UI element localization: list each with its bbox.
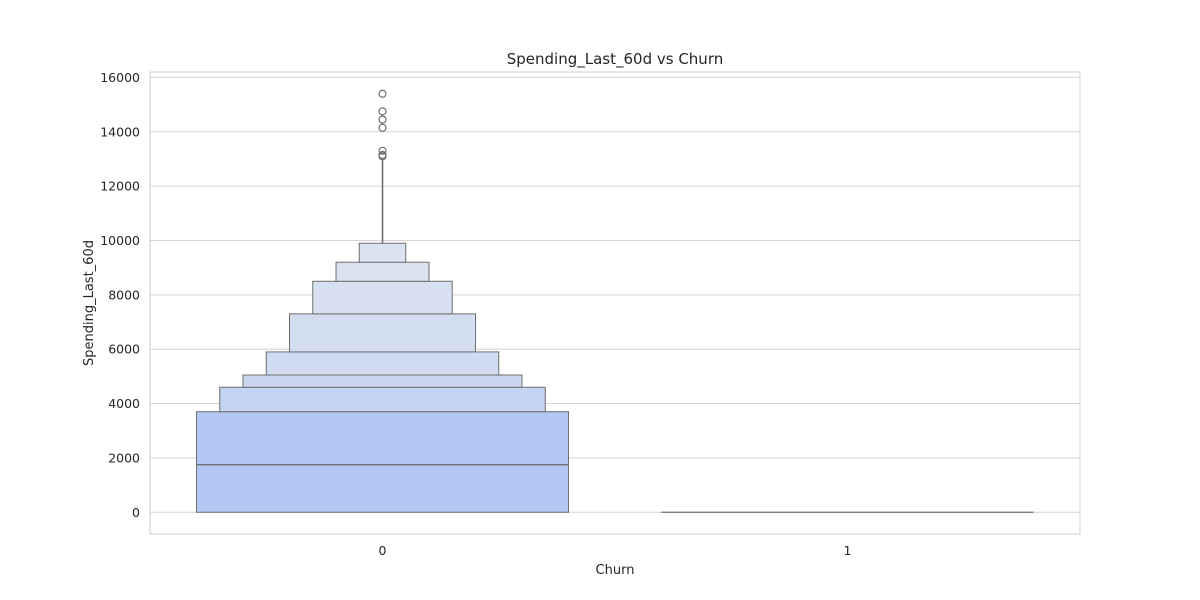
y-tick-label: 6000 [108,342,140,357]
plot-area-frame [149,71,1081,535]
x-tick-label: 1 [844,543,852,558]
y-axis-label: Spending_Last_60d [82,240,97,366]
outlier-point [378,89,387,98]
y-tick-label: 8000 [108,287,140,302]
letter-value-box [242,374,523,388]
outlier-point [378,107,387,116]
outlier-point [378,146,387,155]
outlier-point [378,115,387,124]
letter-value-box [265,351,500,376]
letter-value-box [312,280,453,315]
y-axis-ticks: 0 2000 4000 6000 8000 10000 12000 14000 16000 [100,70,140,520]
outlier-point [378,123,387,132]
letter-value-box [289,313,476,353]
outlier-point [378,150,387,159]
category-group-0 [196,89,569,513]
letter-value-box [219,386,546,413]
y-tick-label: 2000 [108,450,140,465]
y-tick-label: 12000 [100,179,140,194]
letter-value-box [196,411,569,513]
x-axis-label: Churn [596,563,635,578]
letter-value-box [335,261,430,282]
y-tick-label: 16000 [100,70,140,85]
y-tick-label: 4000 [108,396,140,411]
chart-title: Spending_Last_60d vs Churn [507,50,723,69]
x-tick-label: 0 [379,543,387,558]
y-tick-label: 14000 [100,124,140,139]
y-tick-label: 10000 [100,233,140,248]
marks-layer [196,89,1034,513]
letter-value-box [358,242,407,263]
y-tick-label: 0 [132,505,140,520]
